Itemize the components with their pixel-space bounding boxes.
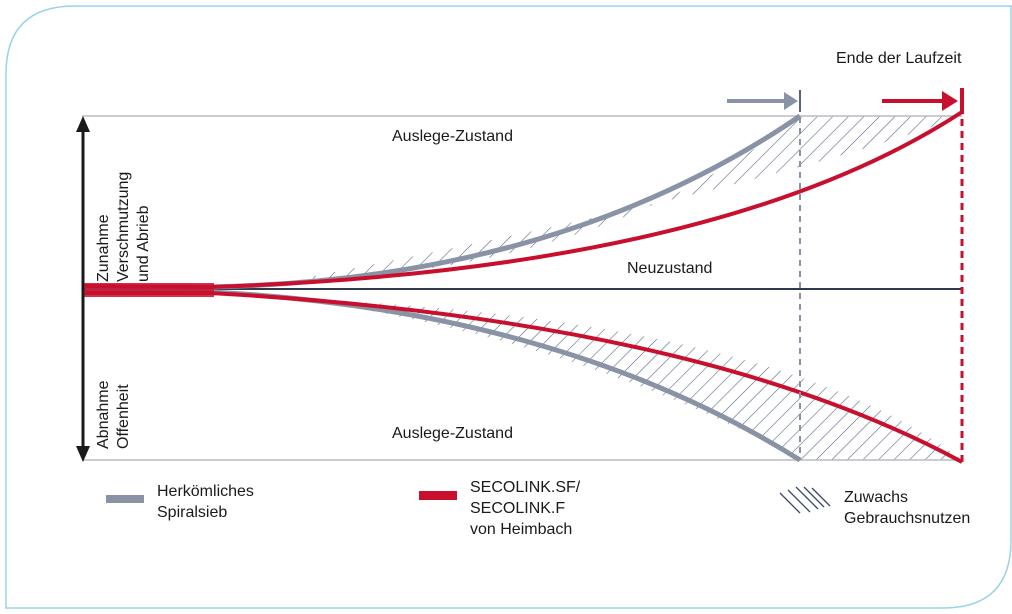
bottom-state-label: Auslege-Zustand: [392, 425, 513, 442]
new-state-label: Neuzustand: [627, 260, 713, 277]
vertical-axis-arrow: [76, 116, 90, 462]
upper-axis-line-3: und Abrieb: [135, 205, 152, 282]
start-bundle: [84, 283, 214, 297]
gray-end-arrow: [727, 90, 801, 112]
legend-secolink-line-1: SECOLINK.SF/: [470, 479, 581, 496]
gain-area-upper: [300, 116, 962, 279]
end-of-runtime-label: Ende der Laufzeit: [836, 50, 962, 67]
legend-hatch-swatch: [779, 486, 831, 514]
legend-conventional-line-2: Spiralsieb: [157, 504, 228, 521]
red-curve-upper: [84, 110, 964, 290]
legend-gain: Zuwachs Gebrauchsnutzen: [844, 487, 970, 529]
legend-conventional: Herkömliches Spiralsieb: [157, 481, 254, 523]
legend-conventional-line-1: Herkömliches: [157, 483, 254, 500]
upper-axis-label: Zunahme Verschmutzung und Abrieb: [94, 172, 154, 282]
lower-axis-line-2: Offenheit: [115, 384, 132, 449]
gain-area-lower: [300, 299, 962, 460]
legend-secolink: SECOLINK.SF/ SECOLINK.F von Heimbach: [470, 477, 580, 540]
upper-axis-line-2: Verschmutzung: [115, 171, 132, 282]
red-curve-lower: [85, 291, 963, 464]
legend-secolink-line-2: SECOLINK.F: [470, 500, 566, 517]
legend-gain-line-2: Gebrauchsnutzen: [844, 510, 971, 527]
legend-gain-line-1: Zuwachs: [844, 489, 909, 506]
legend-red-swatch: [419, 491, 457, 500]
lower-axis-line-1: Abnahme: [95, 380, 112, 450]
top-state-label: Auslege-Zustand: [392, 128, 513, 145]
legend-secolink-line-3: von Heimbach: [470, 521, 573, 538]
lower-axis-label: Abnahme Offenheit: [94, 381, 134, 450]
red-end-arrow: [882, 88, 964, 114]
upper-axis-line-1: Zunahme: [95, 214, 112, 282]
legend-gray-swatch: [106, 495, 144, 503]
